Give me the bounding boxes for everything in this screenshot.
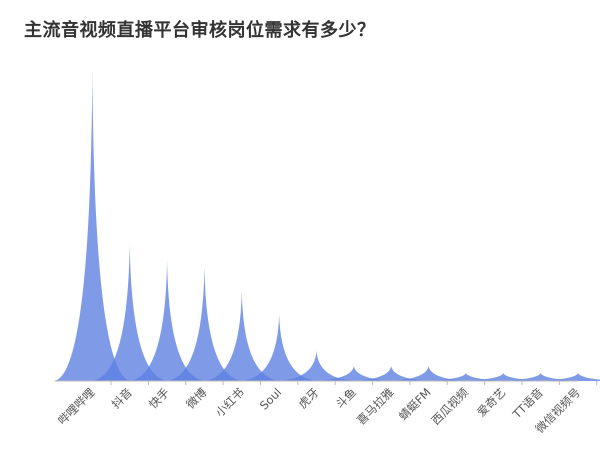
x-tick-label: 快手 <box>146 385 172 411</box>
peak-9 <box>351 365 431 381</box>
peak-series <box>53 70 600 381</box>
peak-7 <box>277 350 356 381</box>
x-tick-label: 微博 <box>183 385 210 412</box>
peak-14 <box>538 372 600 381</box>
peak-11 <box>426 372 506 381</box>
peak-8 <box>314 365 394 381</box>
chart-title: 主流音视频直播平台审核岗位需求有多少？ <box>24 20 376 41</box>
x-tick-label: Soul <box>257 385 284 412</box>
peak-13 <box>501 372 580 381</box>
x-tick-label: 喜马拉雅 <box>354 385 396 427</box>
x-tick-label: 抖音 <box>109 385 135 411</box>
x-tick-label: 小红书 <box>213 385 247 419</box>
x-axis-ticks <box>110 381 598 385</box>
peak-3 <box>127 260 207 381</box>
x-tick-label: 西瓜视频 <box>429 385 472 428</box>
peak-1 <box>53 70 132 381</box>
peak-2 <box>90 243 169 381</box>
peak-6 <box>239 314 319 381</box>
x-tick-label: TT语音 <box>509 385 546 422</box>
peak-4 <box>165 267 244 381</box>
x-tick-label: 虎牙 <box>295 385 321 411</box>
peak-12 <box>464 372 543 381</box>
x-tick-label: 哔哩哔哩 <box>55 385 98 428</box>
peak-10 <box>389 365 468 381</box>
peak-5 <box>202 291 282 381</box>
x-tick-label: 斗鱼 <box>333 385 359 411</box>
x-tick-label: 爱奇艺 <box>474 385 508 419</box>
